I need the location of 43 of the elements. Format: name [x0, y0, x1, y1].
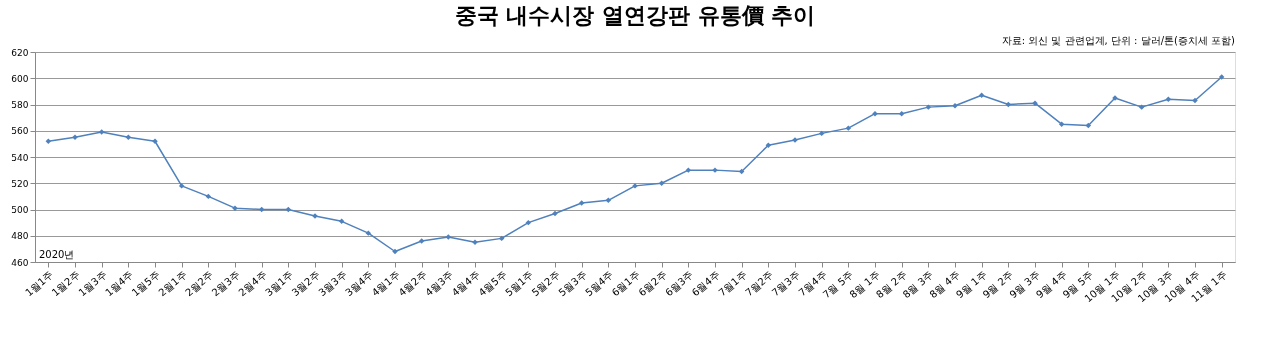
y-tick-label: 580 [11, 100, 29, 110]
point [658, 180, 665, 186]
point [1192, 97, 1198, 104]
y-tick-label: 460 [11, 257, 29, 268]
point [178, 183, 185, 189]
point [578, 200, 585, 206]
point [338, 218, 345, 225]
point [818, 130, 825, 137]
point [1165, 96, 1172, 102]
point [525, 219, 532, 226]
y-tick-label: 540 [11, 152, 29, 163]
point [445, 234, 452, 240]
point [205, 193, 212, 200]
y-tick-label: 600 [11, 73, 29, 84]
point [978, 92, 985, 99]
point [498, 235, 505, 242]
point [552, 210, 558, 217]
point [872, 110, 878, 117]
point [45, 138, 52, 144]
point [845, 125, 852, 131]
y-tick-label: 480 [11, 231, 29, 242]
point [392, 248, 398, 255]
point [898, 110, 905, 117]
point [72, 134, 78, 141]
point [765, 142, 772, 148]
text: 자료: 외신 및 관련업계, 단위 : 달러/톤(증치세 포함) [1001, 35, 1236, 46]
point [472, 239, 478, 246]
point [685, 167, 692, 173]
y-tick-label: 560 [11, 126, 29, 137]
point [1218, 74, 1225, 80]
point [418, 238, 425, 244]
y-tick-label: 520 [11, 178, 29, 189]
y-tick-label: 620 [11, 47, 29, 58]
point [1058, 121, 1065, 127]
point [98, 129, 105, 135]
annotation: 2020년 [39, 249, 75, 260]
chart-title: 중국 내수시장 열연강판 유통價 추이 [454, 3, 816, 28]
point [125, 134, 132, 141]
y-tick-label: 500 [11, 205, 29, 215]
point [925, 104, 932, 110]
point [605, 197, 612, 204]
point [365, 230, 372, 236]
point [1138, 104, 1145, 110]
